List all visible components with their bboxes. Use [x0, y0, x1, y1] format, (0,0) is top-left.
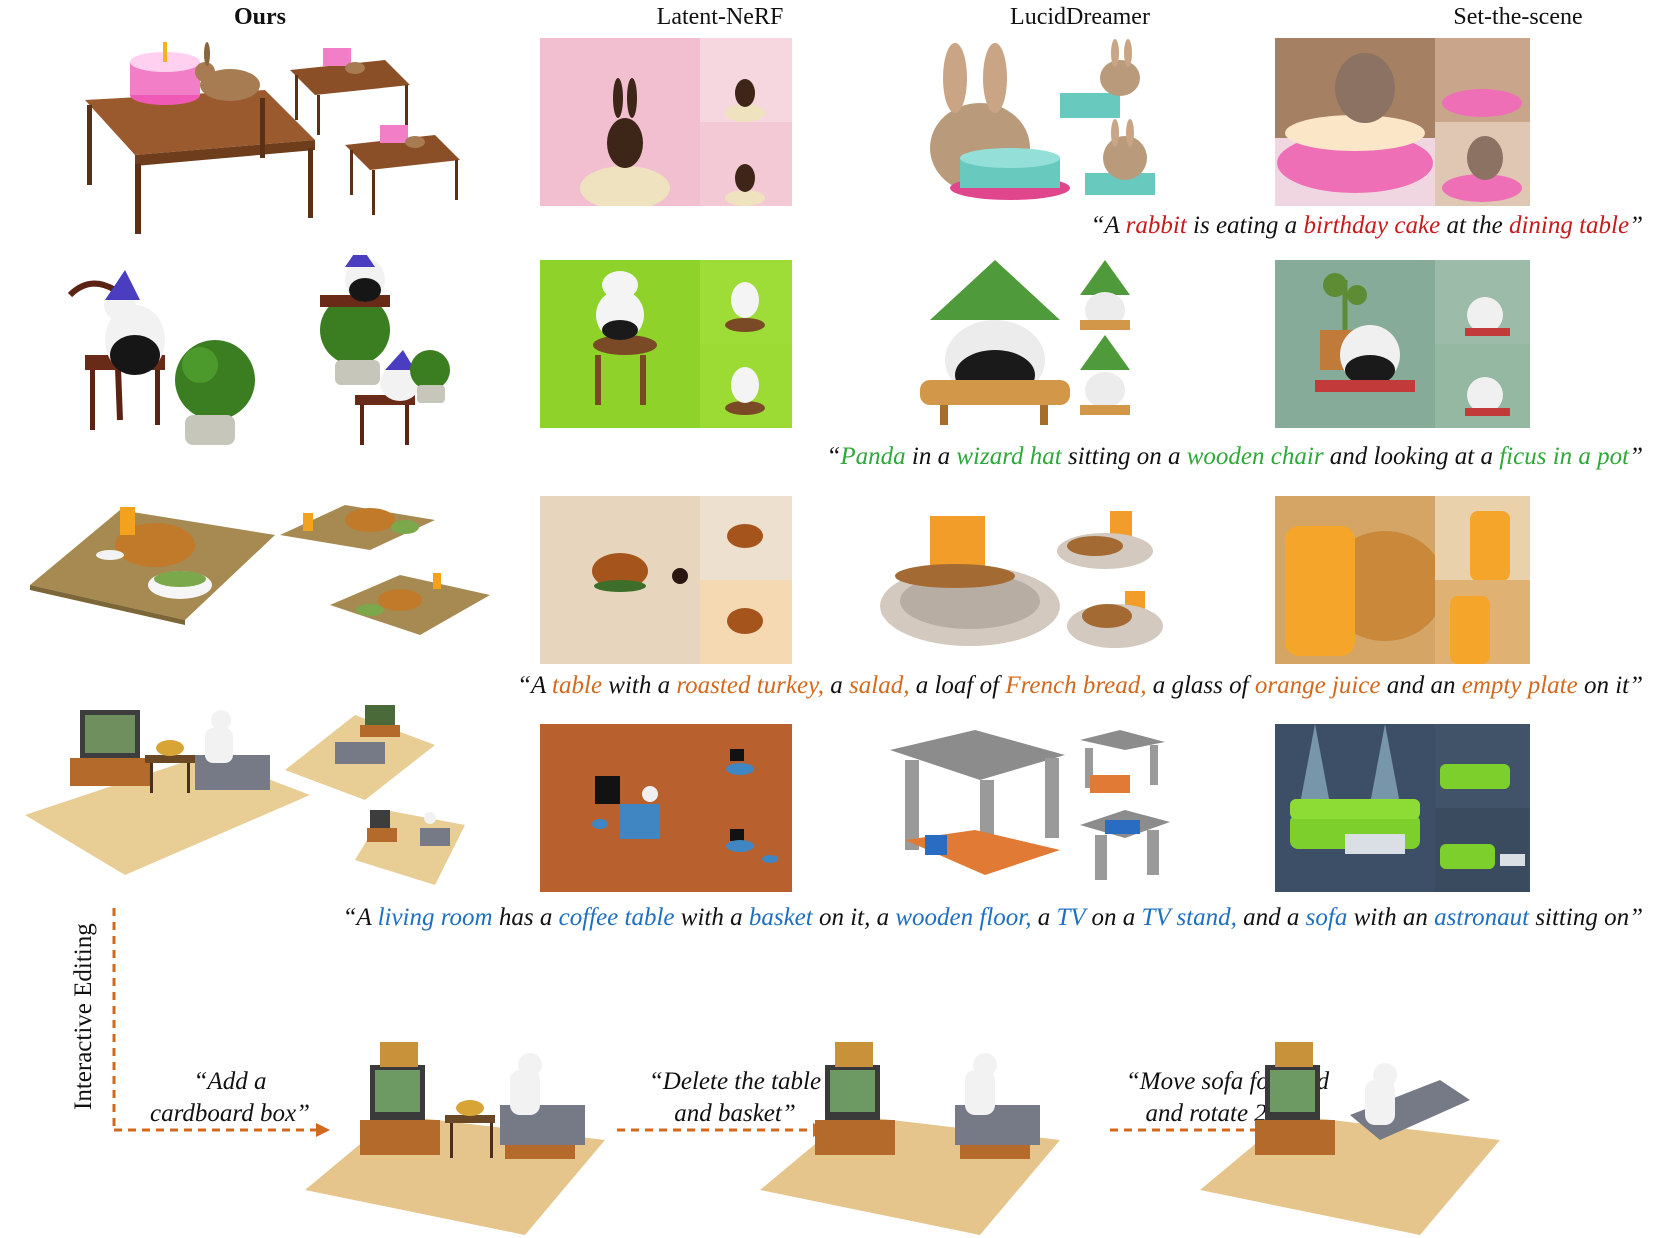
caption-segment: rabbit	[1125, 212, 1187, 239]
caption-segment: “	[826, 443, 841, 470]
caption-segment: astronaut	[1434, 904, 1530, 931]
caption-segment: in a	[905, 443, 957, 470]
caption-segment: a	[1031, 904, 1057, 931]
caption-segment: has a	[492, 904, 559, 931]
edit-result-delete-table	[760, 1020, 1060, 1235]
edit-result-add-box	[305, 1020, 605, 1235]
set-the-scene-turkey-render	[1275, 496, 1530, 664]
caption-segment: “A	[1090, 212, 1126, 239]
header-ours: Ours	[233, 4, 286, 30]
caption-segment: birthday cake	[1303, 212, 1441, 239]
ours-turkey-table-render	[25, 495, 495, 665]
set-the-scene-rabbit-render	[1275, 38, 1530, 206]
caption-segment: TV stand,	[1141, 904, 1237, 931]
caption-segment: on a	[1085, 904, 1142, 931]
lucid-dreamer-panda-render	[900, 260, 1170, 428]
caption-segment: on it, a	[812, 904, 896, 931]
caption-segment: ficus in a pot	[1499, 443, 1630, 470]
caption-segment: ”	[1629, 212, 1643, 239]
caption-segment: basket	[748, 904, 813, 931]
latent-nerf-turkey-render	[540, 496, 792, 664]
caption-segment: wooden chair	[1186, 443, 1324, 470]
caption-segment: wizard hat	[956, 443, 1062, 470]
caption-row-3: “A table with a roasted turkey, a salad,…	[517, 672, 1643, 700]
edit-result-move-sofa	[1200, 1020, 1500, 1235]
caption-segment: empty plate	[1461, 672, 1578, 699]
caption-segment: French bread,	[1005, 672, 1147, 699]
caption-segment: “A	[342, 904, 378, 931]
edit-command-line: and basket”	[674, 1100, 796, 1127]
caption-segment: sofa	[1305, 904, 1348, 931]
latent-nerf-rabbit-render	[540, 38, 792, 206]
caption-segment: dining table	[1508, 212, 1630, 239]
caption-segment: coffee table	[558, 904, 675, 931]
caption-segment: and looking at a	[1323, 443, 1500, 470]
ours-living-room-render	[25, 700, 505, 900]
caption-segment: is eating a	[1186, 212, 1304, 239]
set-the-scene-living-room-render	[1275, 724, 1530, 892]
caption-segment: orange juice	[1254, 672, 1381, 699]
caption-segment: salad,	[849, 672, 910, 699]
caption-segment: a loaf of	[909, 672, 1006, 699]
caption-segment: wooden floor,	[895, 904, 1032, 931]
caption-segment: “A	[517, 672, 553, 699]
header-lucid-dreamer: LucidDreamer	[1010, 4, 1150, 30]
caption-segment: a glass of	[1146, 672, 1255, 699]
caption-segment: TV	[1056, 904, 1086, 931]
caption-segment: and an	[1380, 672, 1462, 699]
header-set-the-scene: Set-the-scene	[1453, 4, 1583, 30]
caption-segment: sitting on”	[1529, 904, 1643, 931]
caption-segment: living room	[377, 904, 493, 931]
caption-segment: with a	[602, 672, 677, 699]
caption-segment: Panda	[840, 443, 906, 470]
caption-segment: with an	[1347, 904, 1435, 931]
header-latent-nerf: Latent-NeRF	[656, 4, 784, 30]
latent-nerf-living-room-render	[540, 724, 792, 892]
caption-row-1: “A rabbit is eating a birthday cake at t…	[1091, 212, 1643, 240]
lucid-dreamer-turkey-render	[875, 496, 1175, 664]
lucid-dreamer-rabbit-render	[900, 38, 1170, 206]
caption-segment: with a	[674, 904, 749, 931]
ours-panda-render	[55, 255, 505, 455]
caption-segment: at the	[1440, 212, 1509, 239]
edit-command-line: “Add a	[193, 1068, 267, 1095]
caption-row-2: “Panda in a wizard hat sitting on a wood…	[826, 443, 1643, 471]
latent-nerf-panda-render	[540, 260, 792, 428]
set-the-scene-panda-render	[1275, 260, 1530, 428]
edit-command-add-box: “Add a cardboard box”	[130, 1066, 330, 1130]
edit-command-line: cardboard box”	[150, 1100, 310, 1127]
caption-segment: table	[552, 672, 603, 699]
lucid-dreamer-living-room-render	[885, 720, 1175, 895]
caption-segment: ”	[1629, 443, 1643, 470]
edit-command-delete-table: “Delete the table and basket”	[620, 1066, 850, 1130]
edit-command-line: “Delete the table	[648, 1068, 822, 1095]
caption-segment: on it”	[1577, 672, 1643, 699]
ours-rabbit-cake-render	[55, 30, 505, 240]
caption-segment: a	[824, 672, 850, 699]
caption-segment: roasted turkey,	[676, 672, 825, 699]
caption-segment: and a	[1236, 904, 1306, 931]
interactive-editing-label: Interactive Editing	[70, 923, 97, 1110]
caption-segment: sitting on a	[1061, 443, 1187, 470]
caption-row-4: “A living room has a coffee table with a…	[343, 904, 1643, 932]
